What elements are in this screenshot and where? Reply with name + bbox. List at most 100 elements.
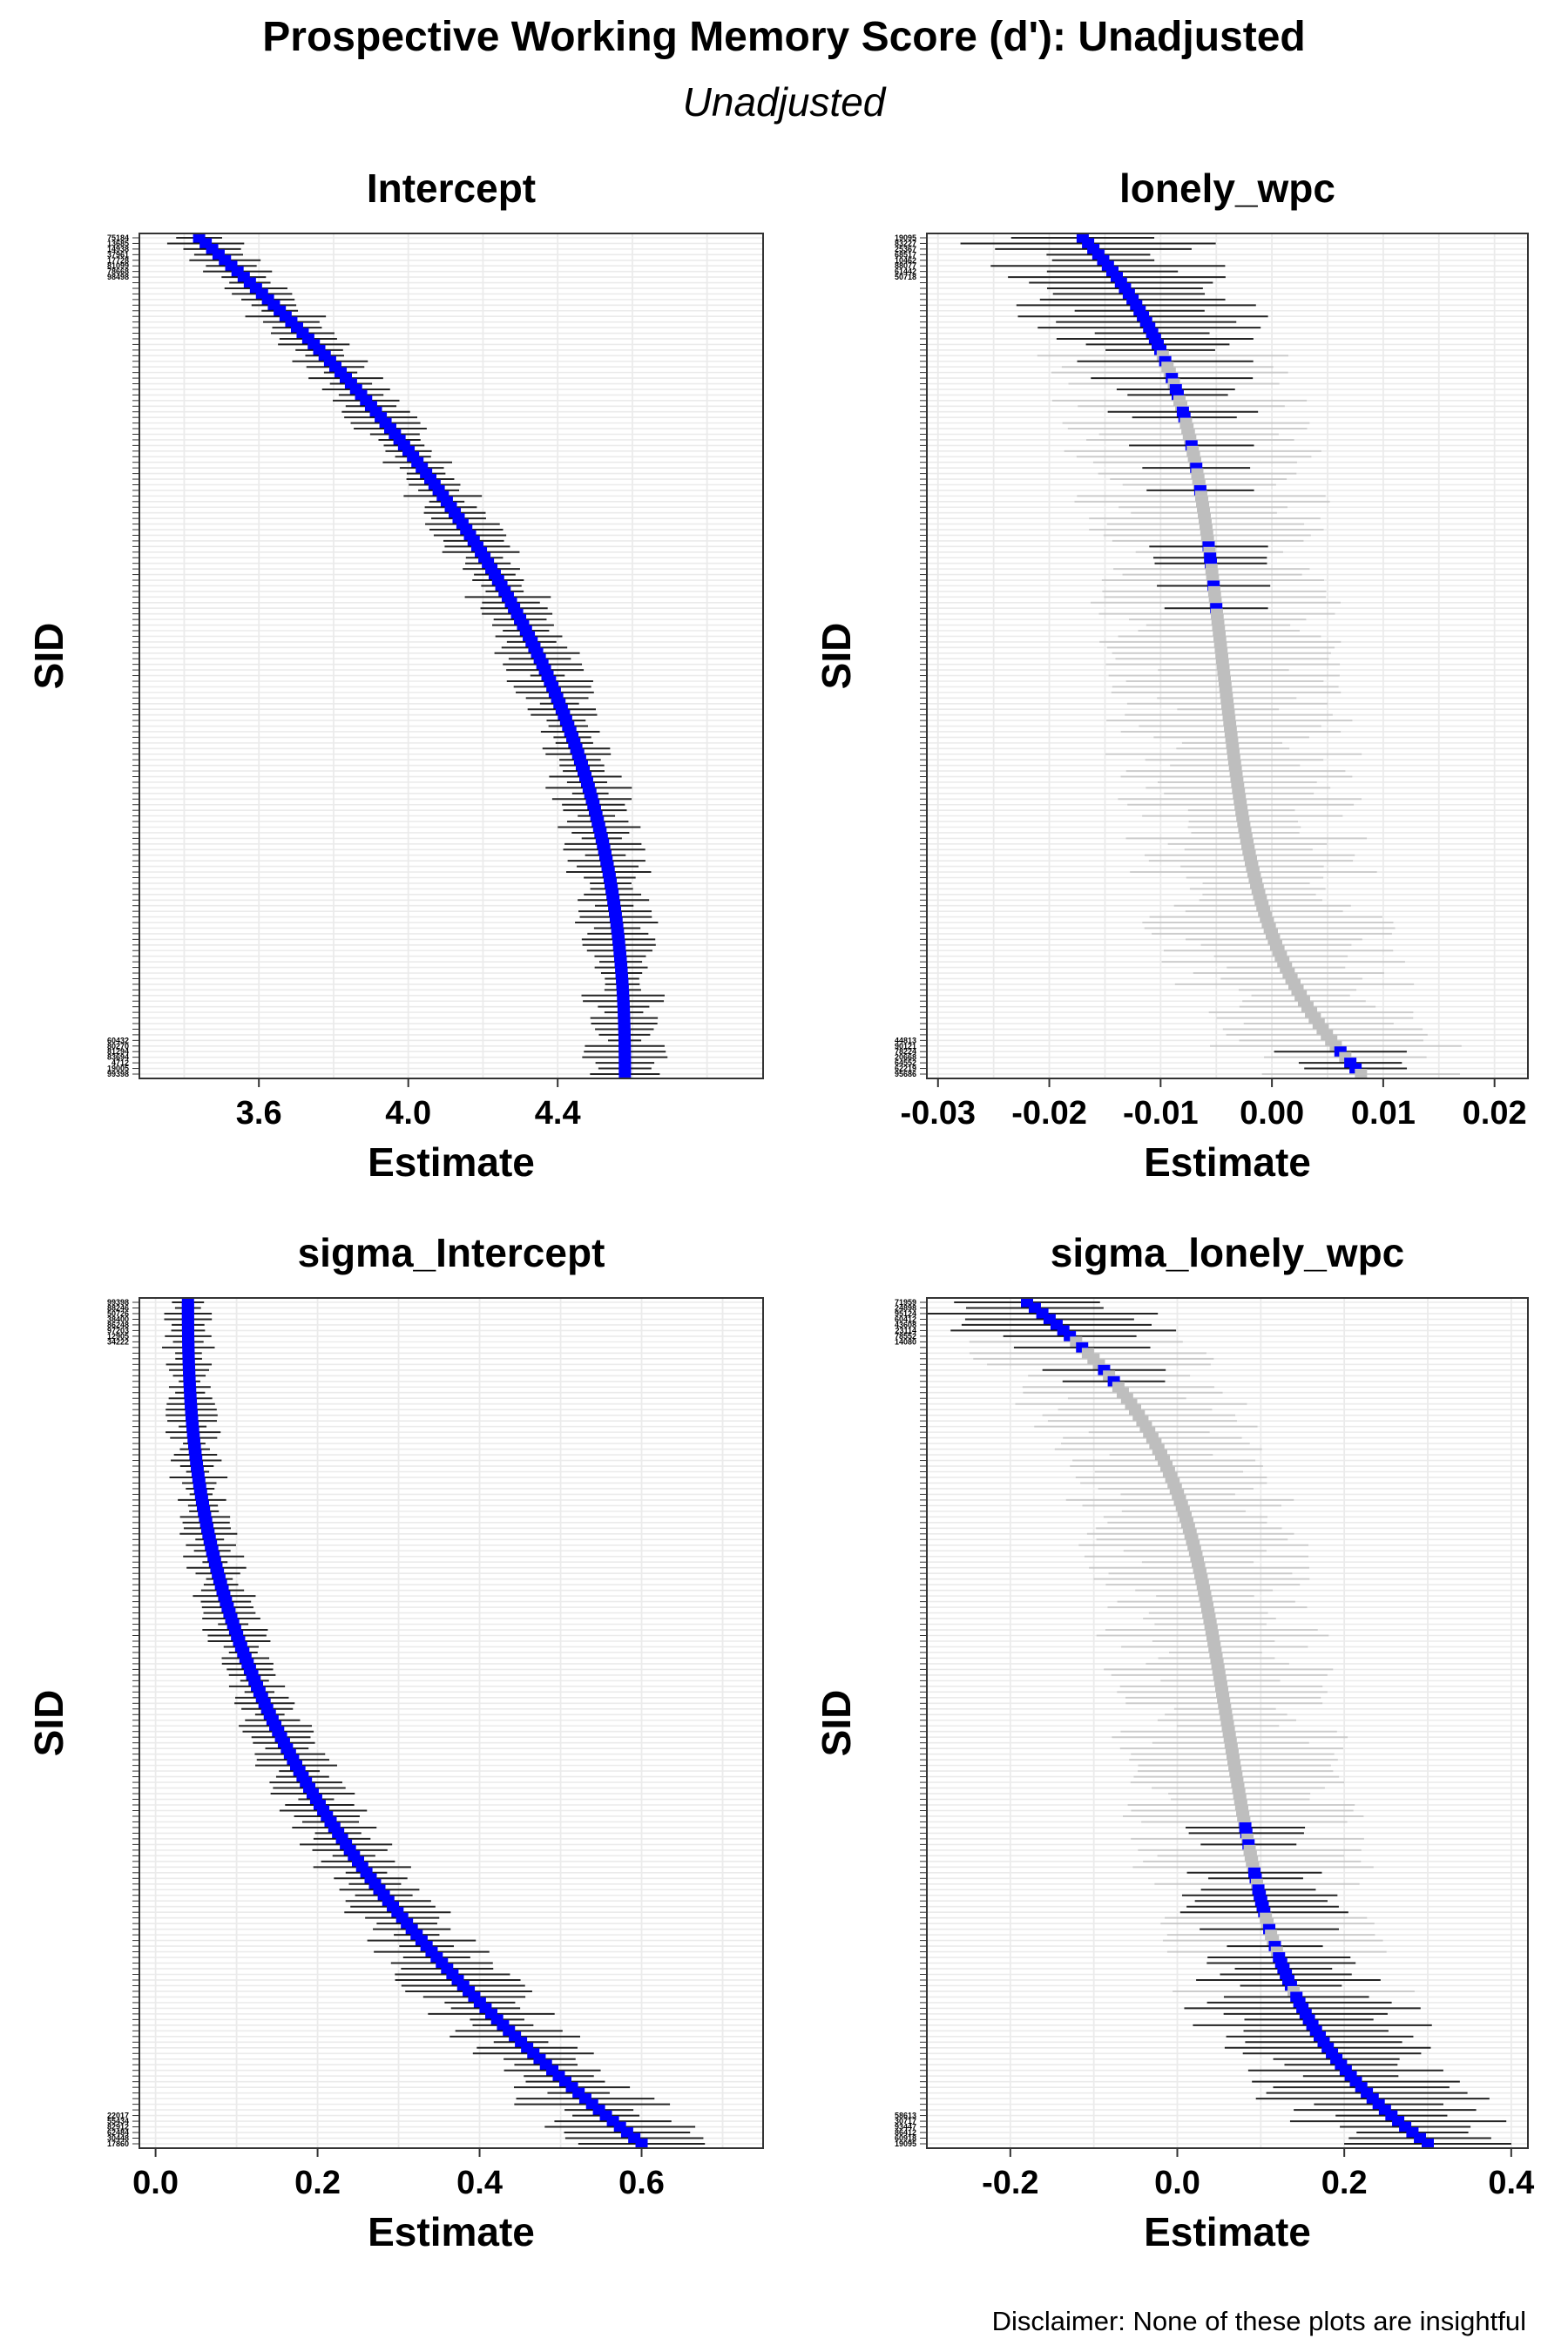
panel-background [139,1298,763,2148]
sid-label: 83694 [107,1053,129,1062]
estimate-point [1253,889,1266,900]
sid-label: 19005 [107,1064,129,1073]
sid-label: 80270 [107,1042,129,1051]
sid-label: 68517 [895,250,916,259]
sid-label: 19095 [895,233,916,242]
disclaimer-caption: Disclaimer: None of these plots are insi… [992,2306,1526,2336]
sid-label: 83227 [895,239,916,247]
sid-label: 71959 [895,1298,916,1307]
sid-label: 50726 [107,1309,129,1318]
x-tick-label: 0.2 [294,2165,341,2201]
figure-title: Prospective Working Memory Score (d'): U… [262,14,1305,60]
x-tick-label: 0.0 [132,2165,179,2201]
y-axis-label: SID [814,1690,859,1757]
sid-label: 19095 [895,2139,916,2148]
sid-label: 88077 [895,261,916,270]
y-axis-label: SID [814,623,859,690]
sid-label: 86248 [107,1321,129,1329]
panel-title: sigma_Intercept [298,1230,605,1275]
x-tick-label: 0.4 [456,2165,503,2201]
sid-label: 4712 [112,1058,129,1067]
x-axis-label: Estimate [1144,1139,1311,1185]
panel-sigma-lonely-wpc: sigma_lonely_wpc 719592489895124604124360… [814,1230,1534,2254]
sid-label: 95124 [895,1309,916,1318]
sid-label: 97203 [107,1326,129,1335]
x-tick-label: 0.2 [1321,2165,1368,2201]
sid-label: 43608 [895,1321,916,1329]
sid-label: 22017 [107,2112,129,2120]
panel-border [926,1297,1529,2149]
panel-title: Intercept [367,166,536,211]
sid-label: 30717 [895,2117,916,2126]
sid-label: 61442 [895,267,916,276]
sid-label: 99398 [107,1070,129,1078]
estimate-point [300,1777,313,1788]
x-tick-label: 0.0 [1154,2165,1200,2201]
sid-label: 30448 [107,2134,129,2143]
panel-lonely-wpc: lonely_wpc 190958322725367685171046288077… [814,166,1529,1185]
panel-border [139,233,764,1079]
x-tick-label: 0.4 [1488,2165,1534,2201]
sid-label: 95686 [895,1070,916,1078]
estimate-point [635,2139,648,2149]
estimate-point [1422,2139,1434,2149]
sid-label: 62219 [895,1064,916,1073]
x-tick-label: -0.03 [900,1095,976,1132]
panel-intercept: Intercept 7518413685149383796117728810997… [26,166,764,1185]
sid-label: 12905 [107,1332,129,1341]
panel-grid: Intercept7518413685149383796117728810997… [26,166,1534,2254]
sid-label: 44813 [895,1036,916,1044]
estimate-point [1231,1777,1244,1788]
y-axis-label: SID [26,1690,71,1757]
sid-label: 34222 [107,1337,129,1346]
x-tick-label: 4.0 [385,1095,431,1132]
sid-label: 99398 [107,1298,129,1307]
sid-label: 37961 [107,250,129,259]
panel-title: sigma_lonely_wpc [1051,1230,1405,1275]
panel-background [139,233,763,1078]
sid-label: 55434 [107,2117,129,2126]
sid-label: 24898 [895,1303,916,1312]
panel-title: lonely_wpc [1119,166,1335,211]
x-tick-label: -0.02 [1011,1095,1087,1132]
x-tick-label: 0.02 [1463,1095,1527,1132]
figure-subtitle: Unadjusted [683,79,887,125]
sid-label: 13685 [107,239,129,247]
x-tick-label: 0.6 [618,2165,665,2201]
panel-border [139,1297,764,2149]
x-tick-label: 0.01 [1351,1095,1416,1132]
sid-label: 90121 [895,1042,916,1051]
estimate-point [1355,1069,1368,1079]
estimate-point [606,889,619,900]
x-tick-label: -0.01 [1123,1095,1199,1132]
sid-label: 17728 [107,256,129,265]
sid-label: 14080 [895,1337,916,1346]
sid-label: 50718 [895,273,916,281]
sid-label: 93447 [895,2123,916,2132]
sid-label: 17860 [107,2139,129,2148]
sid-label: 82912 [107,2123,129,2132]
sid-label: 14938 [107,245,129,253]
estimate-point [618,1069,632,1079]
sid-label: 86412 [895,2128,916,2137]
sid-label: 20668 [895,1053,916,1062]
sid-label: 78668 [107,267,129,276]
panel-border [926,233,1529,1079]
sid-label: 81099 [107,261,129,270]
sid-label: 10462 [895,256,916,265]
sid-label: 78552 [895,1332,916,1341]
sid-label: 88246 [107,1303,129,1312]
sid-label: 78224 [895,1047,916,1056]
x-axis-label: Estimate [368,2209,535,2254]
sid-label: 60412 [895,1315,916,1323]
panel-sigma-intercept: sigma_Intercept 9939888246507263840086248… [26,1230,764,2254]
sid-label: 75184 [107,233,129,242]
sid-label: 98498 [107,273,129,281]
sid-label: 64552 [895,1058,916,1067]
x-axis-label: Estimate [368,1139,535,1185]
x-tick-label: -0.2 [982,2165,1038,2201]
sid-label: 25367 [895,245,916,253]
sid-label: 81294 [107,1047,129,1056]
sid-label: 60918 [895,2134,916,2143]
